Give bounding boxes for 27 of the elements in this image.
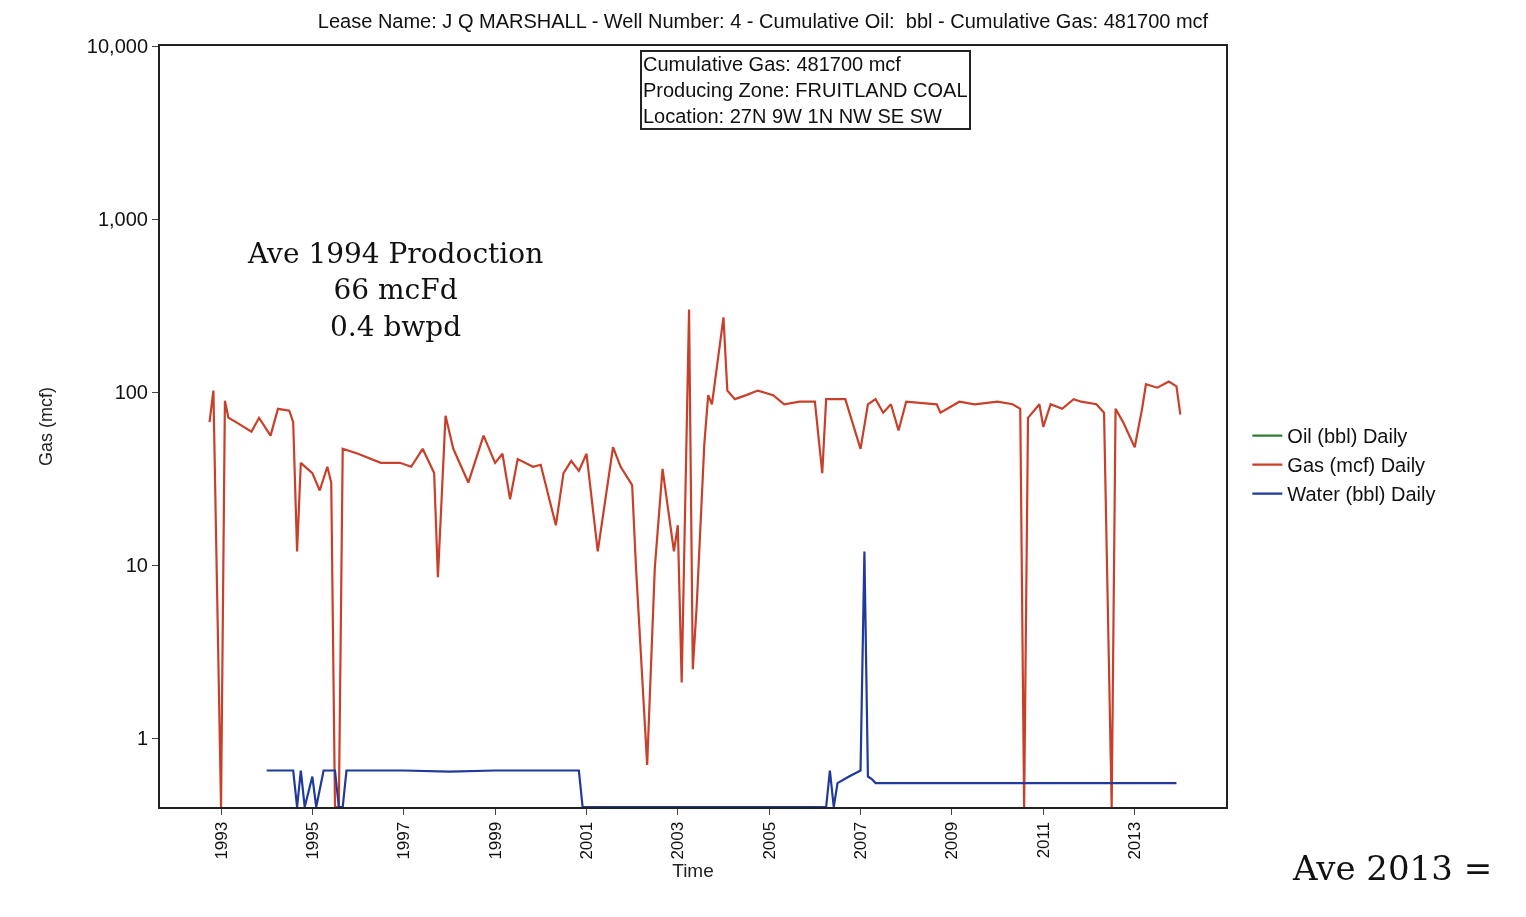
x-tick-label: 1995 [302, 821, 322, 860]
x-tick-label: 2001 [577, 821, 597, 860]
y-tick-label: 1,000 [97, 208, 148, 231]
x-tick-label: 2013 [1125, 821, 1145, 860]
chart-title: Lease Name: J Q MARSHALL - Well Number: 4 - Cumulative Oil: bbl - Cumulative Gas: 481700 mcf [317, 9, 1209, 32]
x-tick-label: 2005 [759, 821, 779, 860]
legend-label: Gas (mcf) Daily [1287, 454, 1426, 477]
y-axis-title: Gas (mcf) [35, 387, 56, 466]
x-tick-label: 2003 [668, 821, 688, 860]
y-tick-label: 10,000 [86, 35, 148, 57]
y-tick-label: 100 [114, 381, 148, 404]
x-tick-label: 2011 [1033, 821, 1053, 859]
x-tick-label: 1993 [211, 821, 231, 860]
y-tick-label: 1 [136, 727, 148, 750]
text: Ave 2013 = [1292, 848, 1493, 888]
legend-label: Oil (bbl) Daily [1287, 425, 1408, 448]
y-tick-label: 10 [125, 554, 148, 577]
x-tick-label: 2009 [942, 821, 962, 860]
x-tick-label: 1999 [485, 821, 505, 860]
x-tick-label: 2007 [851, 821, 871, 860]
line-series [265, 550, 1178, 807]
line-series [208, 308, 1182, 807]
x-tick-label: 1997 [394, 821, 414, 860]
x-axis-title: Time [672, 859, 714, 881]
annotation: Ave 1994 Prodoction 66 mcFd 0.4 bwpd [247, 237, 544, 343]
legend-label: Water (bbl) Daily [1287, 483, 1436, 506]
annotation: Cumulative Gas: 481700 mcf Producing Zone: FRUITLAND COAL Location: 27N 9W 1N NW SE SW [643, 53, 968, 127]
